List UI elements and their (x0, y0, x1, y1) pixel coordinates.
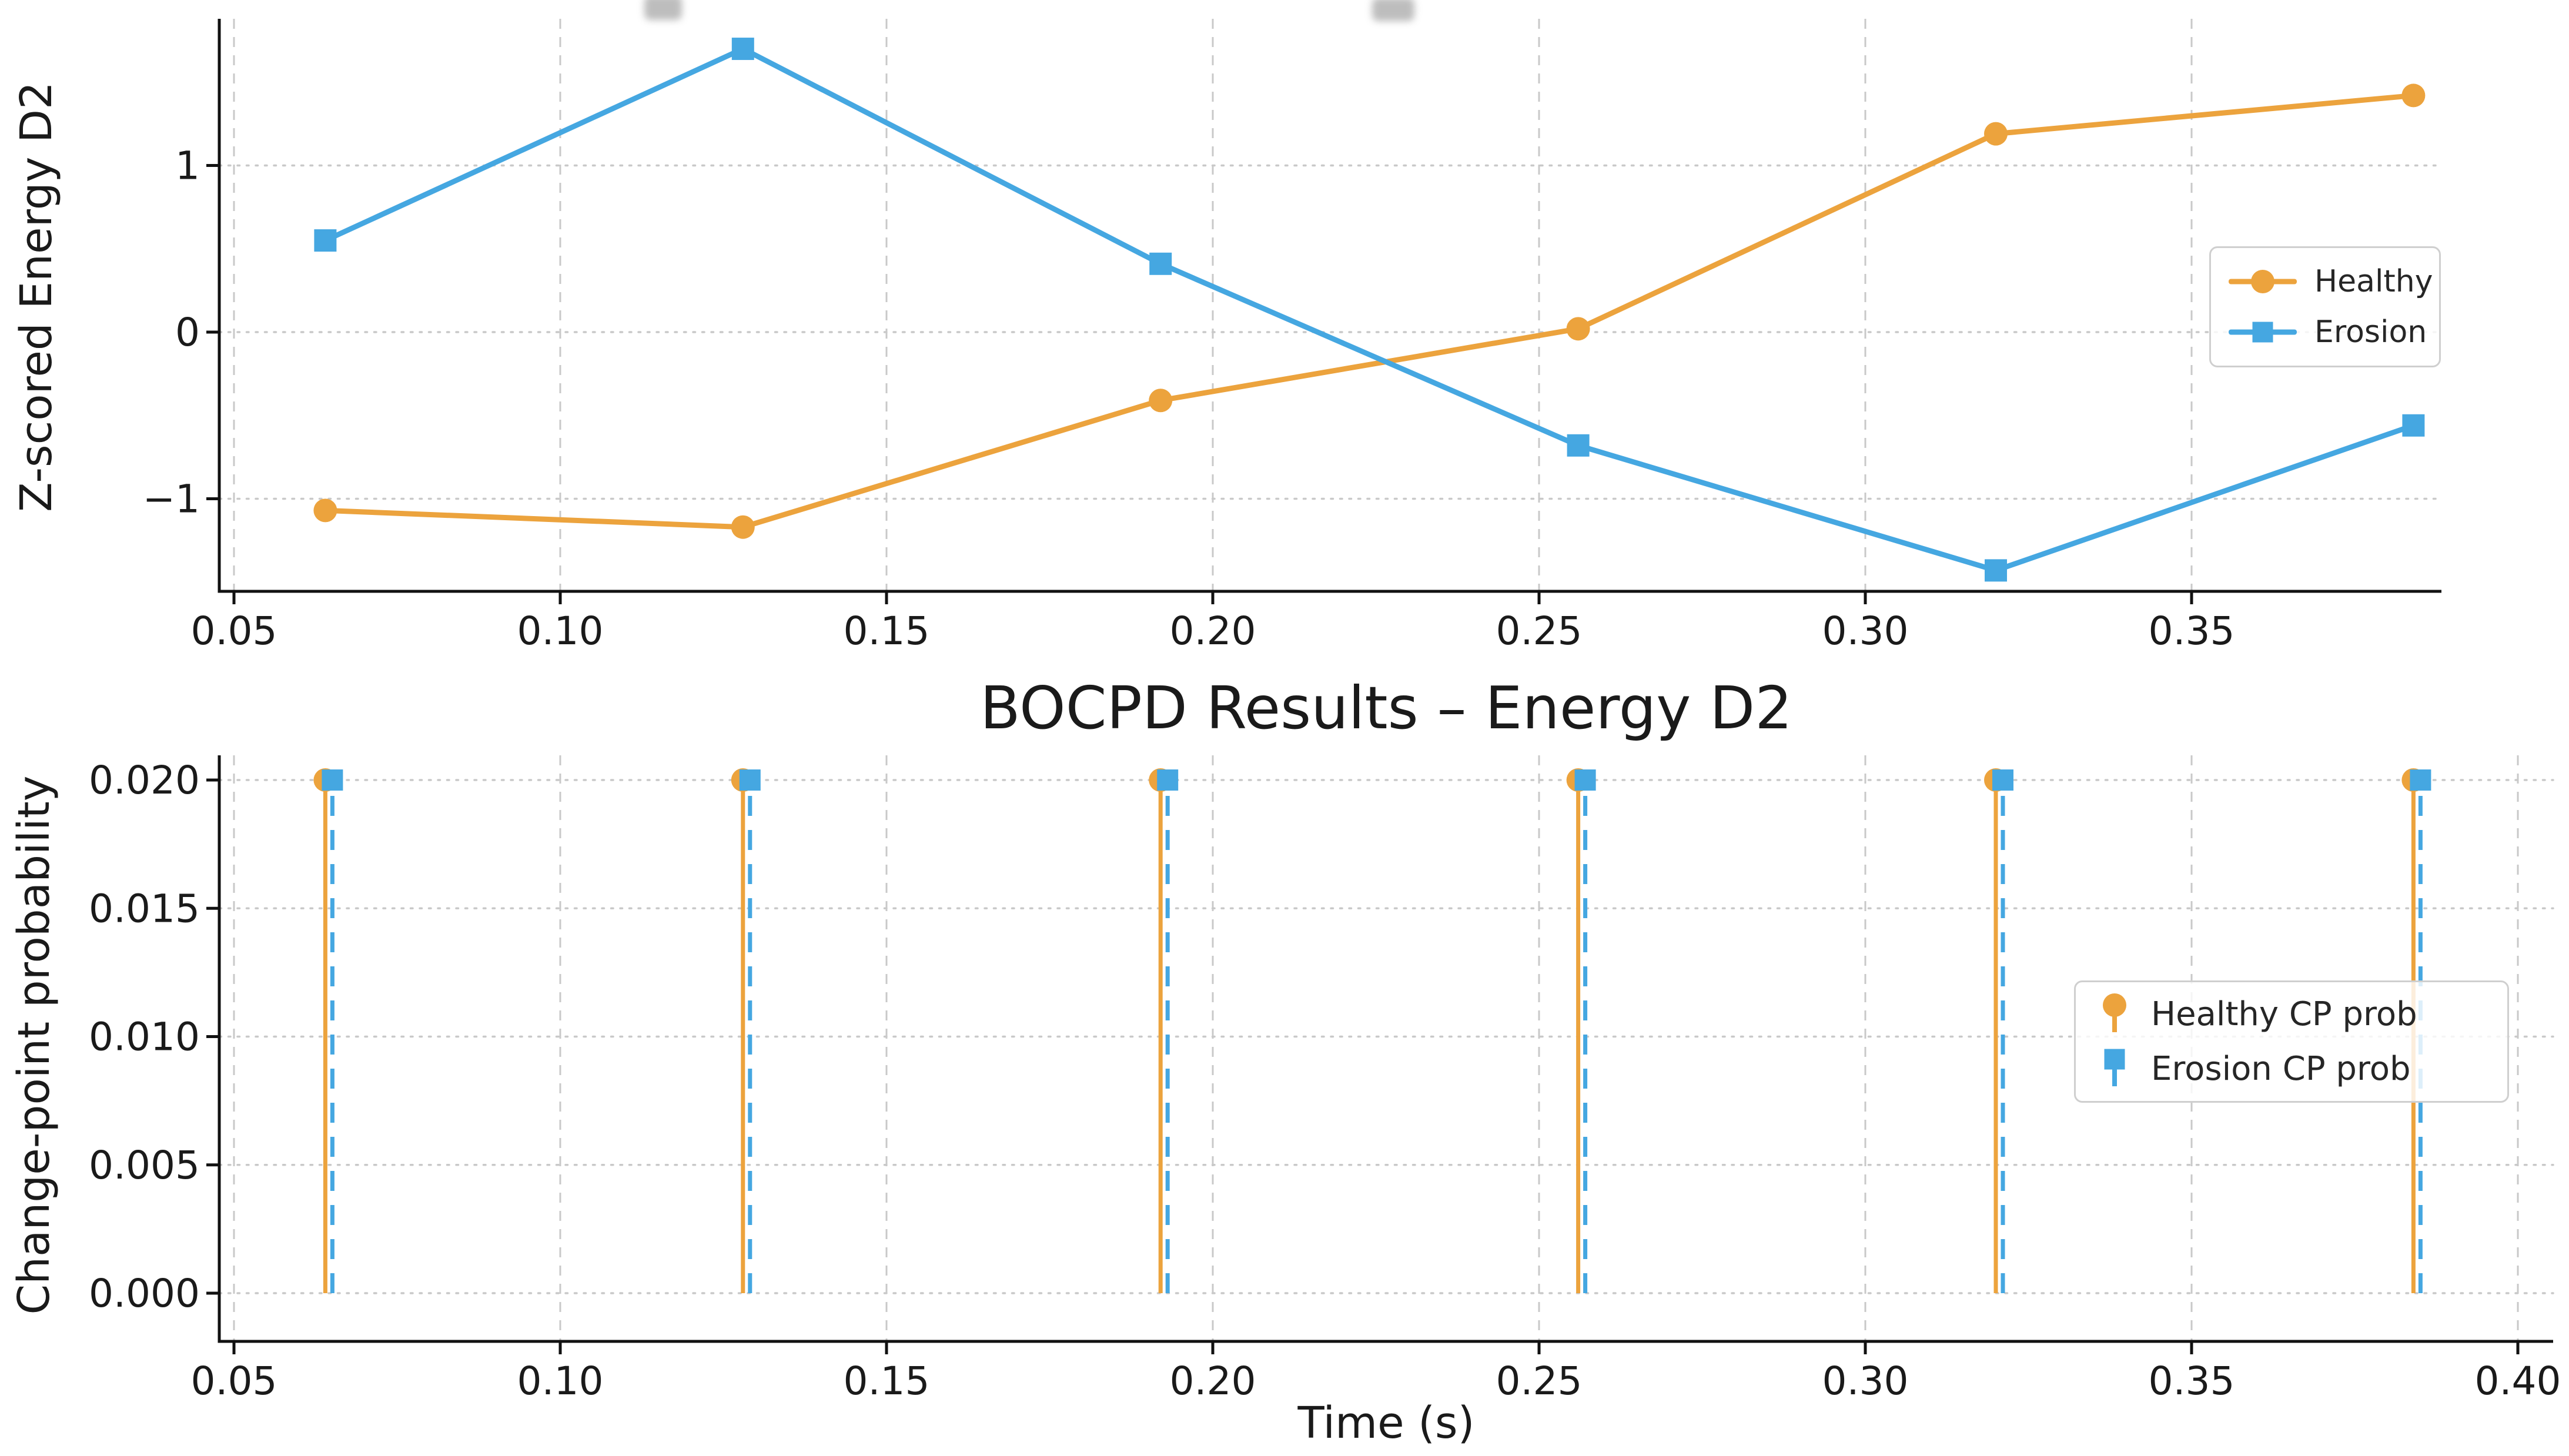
y-tick-label: 0.020 (89, 758, 200, 803)
cropped-text-artifact (644, 0, 682, 20)
y-tick-label: −1 (143, 477, 200, 522)
data-point-circle (1149, 389, 1173, 413)
x-tick-label: 0.30 (1822, 608, 1909, 654)
data-point-circle (1566, 317, 1590, 341)
x-tick-label: 0.40 (2475, 1358, 2561, 1404)
square-marker-icon (2252, 322, 2273, 343)
x-tick-label: 0.25 (1496, 608, 1583, 654)
data-point-square (314, 229, 337, 252)
erosion-stem-swatch (2096, 1046, 2133, 1091)
x-axis-label: Time (s) (1297, 1398, 1475, 1448)
x-tick-label: 0.15 (844, 1358, 930, 1404)
bottom-chart-y-axis-label: Change-point probability (9, 775, 59, 1315)
circle-marker-icon (2251, 269, 2274, 293)
y-tick-label: 0.005 (89, 1143, 200, 1188)
x-tick-label: 0.05 (191, 1358, 277, 1404)
legend-item-erosion: Erosion (2229, 314, 2427, 350)
y-tick-label: 0 (175, 310, 200, 355)
y-tick-label: 0.000 (89, 1271, 200, 1316)
x-tick-label: 0.10 (517, 608, 604, 654)
series-line-Erosion (322, 46, 2416, 573)
data-point-square (1567, 434, 1590, 457)
data-point-circle (2401, 83, 2426, 108)
data-point-square (1149, 252, 1172, 275)
data-point-square (1985, 559, 2007, 582)
stem-top-square (739, 769, 761, 791)
stem-line-sample (2112, 1012, 2117, 1032)
x-tick-label: 0.35 (2149, 1358, 2235, 1404)
top-chart-legend: Healthy Erosion (2209, 246, 2441, 367)
stem-top-square (1574, 769, 1596, 791)
stem-top-square (322, 769, 343, 791)
data-point-square (731, 38, 754, 61)
data-point-circle (1984, 122, 2008, 146)
data-point-circle (313, 498, 337, 523)
y-tick-label: 1 (175, 143, 200, 189)
square-marker-icon (2104, 1049, 2125, 1070)
legend-label-healthy: Healthy (2314, 263, 2433, 299)
legend-label-erosion-cp: Erosion CP prob (2151, 1049, 2411, 1088)
x-tick-label: 0.20 (1170, 1358, 1256, 1404)
legend-item-erosion-cp: Erosion CP prob (2096, 1046, 2487, 1091)
y-tick-label: 0.015 (89, 886, 200, 931)
bottom-chart-title: BOCPD Results – Energy D2 (980, 674, 1792, 742)
data-point-square (2402, 414, 2425, 437)
x-tick-label: 0.05 (191, 608, 277, 654)
x-tick-label: 0.30 (1822, 1358, 1909, 1404)
stem-line-sample (2112, 1066, 2117, 1087)
healthy-stem-swatch (2096, 992, 2133, 1037)
erosion-line-swatch (2229, 319, 2297, 345)
top-chart-y-axis-label: Z-scored Energy D2 (11, 81, 62, 513)
stem-top-square (1157, 769, 1179, 791)
x-tick-label: 0.35 (2149, 608, 2235, 654)
stem-top-square (1992, 769, 2013, 791)
x-tick-label: 0.20 (1170, 608, 1256, 654)
bottom-chart-legend: Healthy CP prob Erosion CP prob (2074, 980, 2509, 1103)
y-tick-label: 0.010 (89, 1015, 200, 1060)
legend-item-healthy: Healthy (2229, 264, 2433, 299)
healthy-line-swatch (2229, 269, 2297, 294)
cropped-text-artifact (1372, 0, 1414, 21)
series-line-Healthy (322, 92, 2416, 530)
x-tick-label: 0.10 (517, 1358, 604, 1404)
x-tick-label: 0.15 (844, 608, 930, 654)
stem-top-square (2410, 769, 2431, 791)
legend-item-healthy-cp: Healthy CP prob (2096, 992, 2487, 1037)
legend-label-erosion: Erosion (2314, 314, 2427, 350)
legend-label-healthy-cp: Healthy CP prob (2151, 995, 2417, 1034)
data-point-circle (731, 515, 755, 539)
x-tick-label: 0.25 (1496, 1358, 1583, 1404)
